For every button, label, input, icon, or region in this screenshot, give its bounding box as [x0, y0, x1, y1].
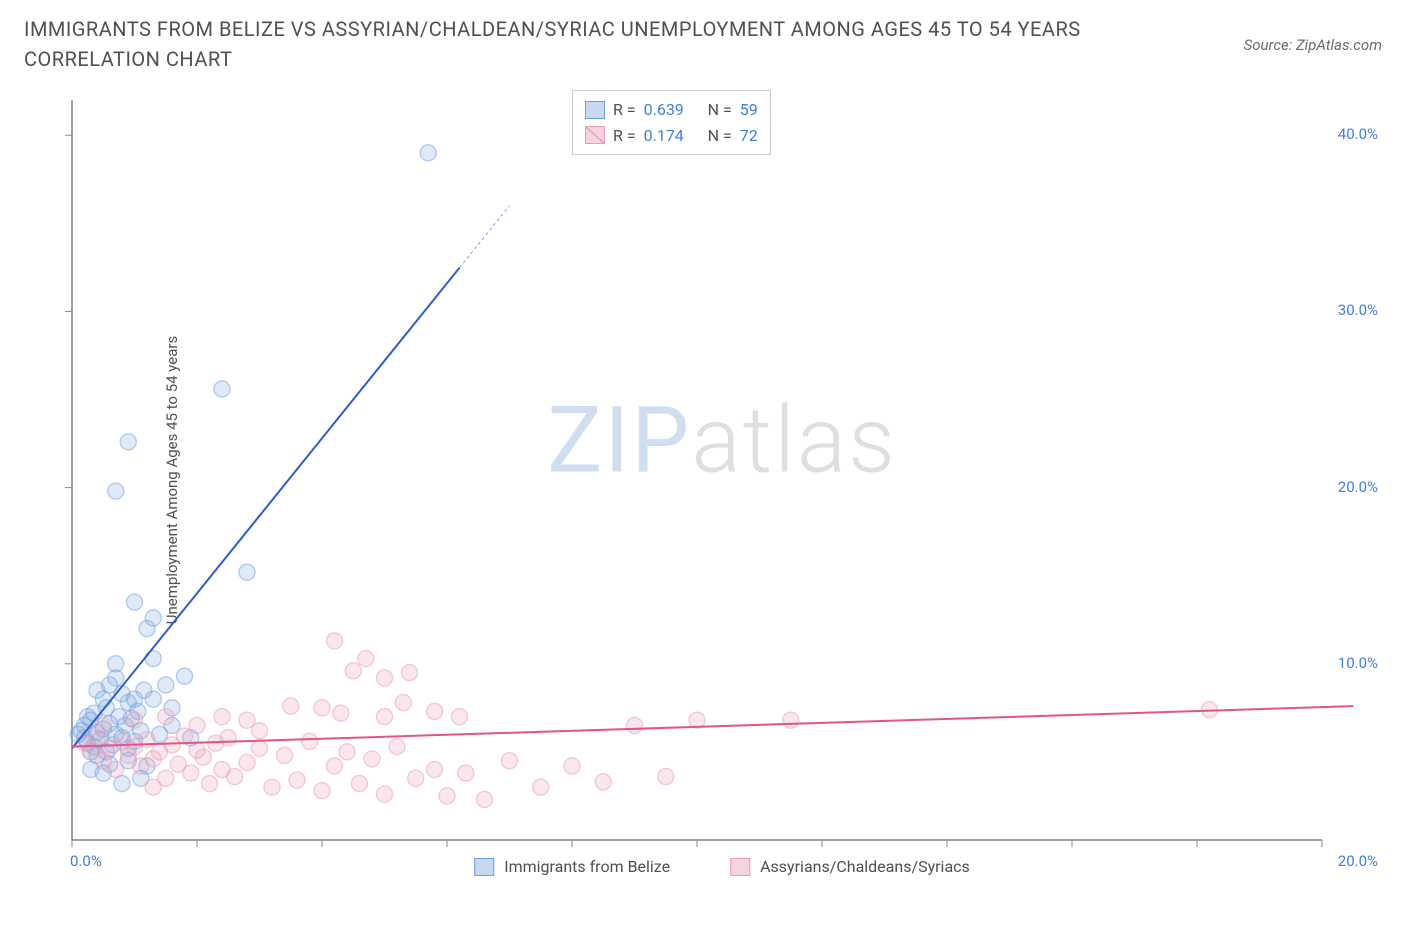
swatch-icon [730, 858, 750, 876]
scatter-plot [62, 90, 1382, 870]
stat-n-label: N = [704, 97, 732, 123]
stat-r-value: 0.639 [644, 97, 696, 123]
stat-r-value: 0.174 [644, 123, 696, 149]
stat-r-label: R = [613, 97, 636, 123]
stats-legend-box: R = 0.639 N = 59 R = 0.174 N = 72 [572, 90, 771, 155]
legend-item: Immigrants from Belize [474, 857, 670, 876]
legend-label: Assyrians/Chaldeans/Syriacs [760, 857, 970, 876]
x-tick-label: 20.0% [1338, 852, 1378, 870]
stat-n-value: 59 [740, 97, 758, 123]
stat-n-label: N = [704, 123, 732, 149]
stats-row: R = 0.174 N = 72 [585, 123, 758, 149]
stat-r-label: R = [613, 123, 636, 149]
y-tick-label: 30.0% [1338, 301, 1378, 319]
source-label: Source: ZipAtlas.com [1244, 36, 1382, 54]
chart-title: IMMIGRANTS FROM BELIZE VS ASSYRIAN/CHALD… [24, 14, 1124, 74]
legend-label: Immigrants from Belize [504, 857, 670, 876]
x-tick-label: 0.0% [70, 852, 102, 870]
legend-item: Assyrians/Chaldeans/Syriacs [730, 857, 970, 876]
y-tick-label: 40.0% [1338, 125, 1378, 143]
swatch-icon [585, 101, 605, 119]
stat-n-value: 72 [740, 123, 758, 149]
bottom-legend: Immigrants from Belize Assyrians/Chaldea… [474, 857, 970, 876]
y-tick-label: 20.0% [1338, 478, 1378, 496]
chart-area: Unemployment Among Ages 45 to 54 years Z… [62, 90, 1382, 870]
swatch-icon [474, 858, 494, 876]
y-tick-label: 10.0% [1338, 654, 1378, 672]
stats-row: R = 0.639 N = 59 [585, 97, 758, 123]
swatch-icon [585, 126, 605, 144]
